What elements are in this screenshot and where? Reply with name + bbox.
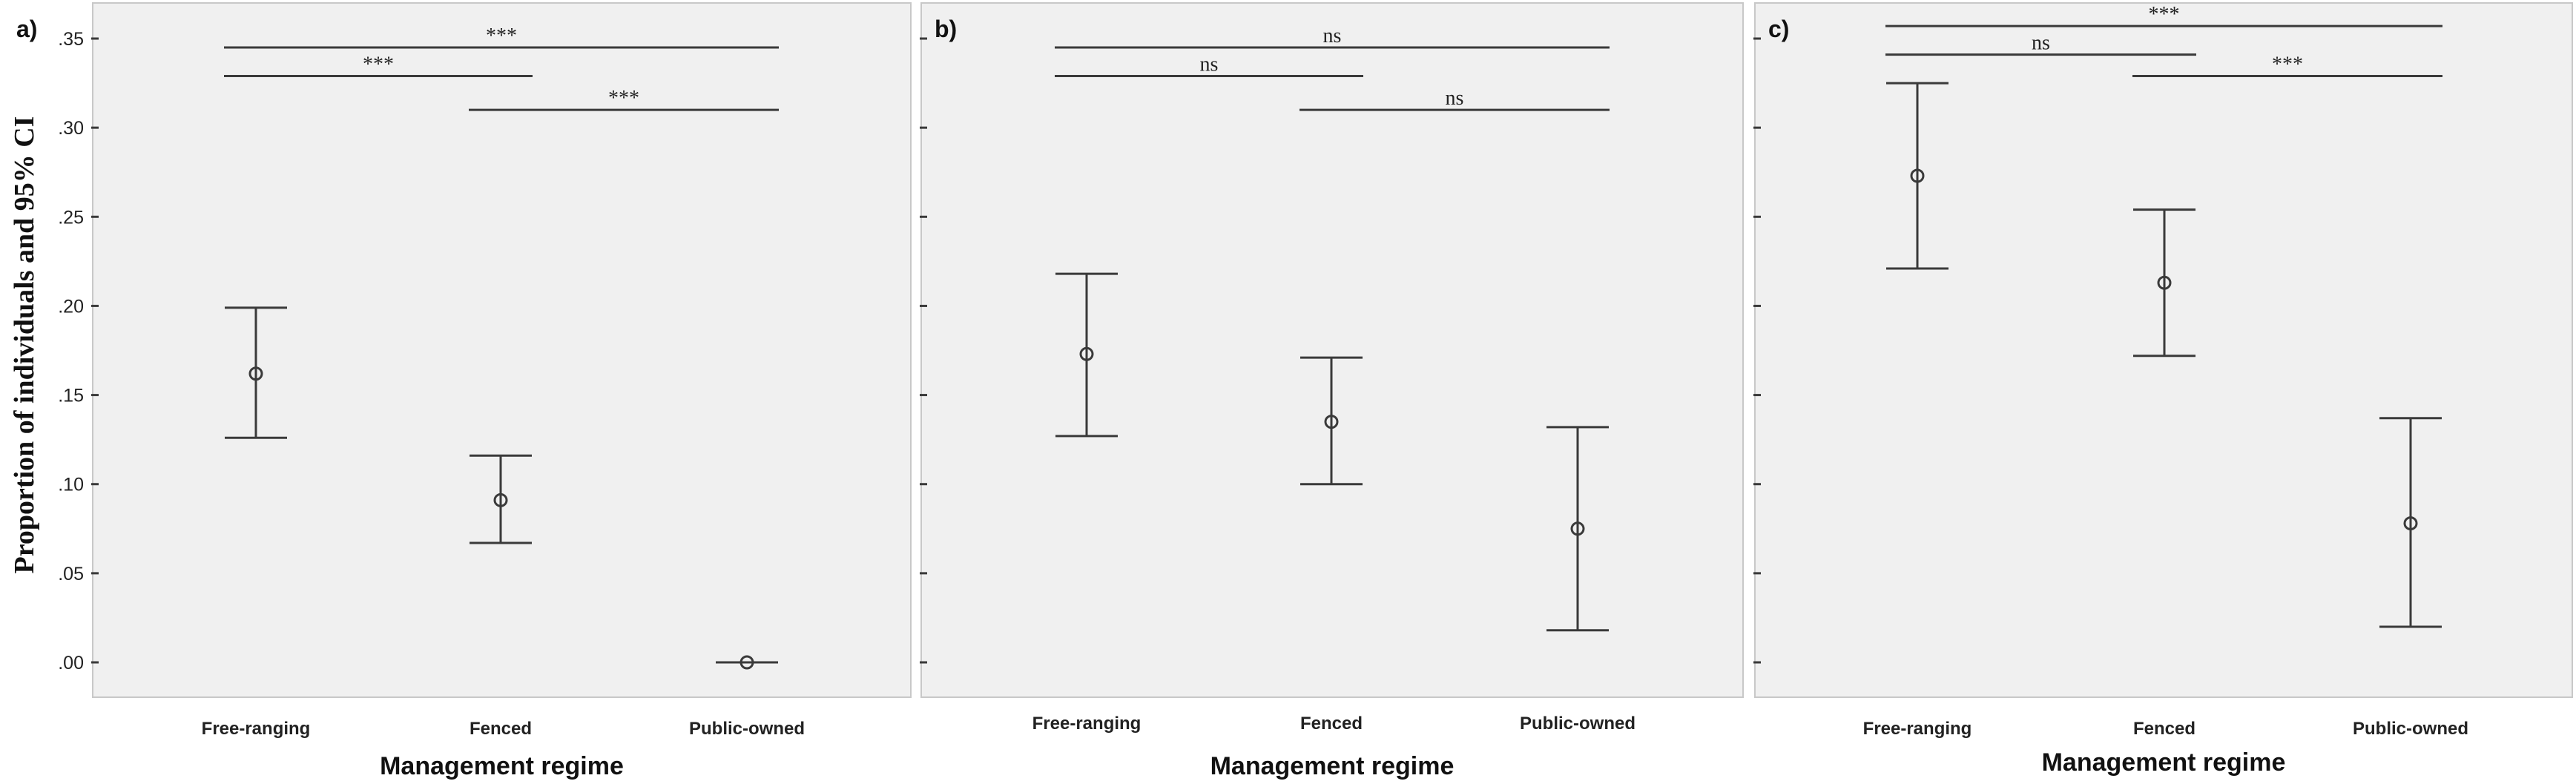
significance-bracket: *** xyxy=(224,24,779,49)
significance-bracket: ns xyxy=(1885,32,2196,56)
plot-area xyxy=(920,2,1744,698)
significance-label: *** xyxy=(2272,53,2303,76)
x-tick-label: Fenced xyxy=(1300,714,1363,734)
error-bar xyxy=(2133,208,2195,358)
data-point xyxy=(2403,516,2418,531)
data-point xyxy=(493,493,508,507)
panels: .00 .05 .10 .15 .20 .25 .30 .35 a) Free-ranging Fe… xyxy=(16,2,2573,780)
error-bar xyxy=(1886,82,1949,270)
error-bar xyxy=(1546,426,1609,632)
x-tick-label: Free-ranging xyxy=(1032,714,1142,734)
error-bar xyxy=(716,655,778,670)
significance-bracket: *** xyxy=(469,87,779,111)
significance-label: *** xyxy=(363,53,394,76)
data-point xyxy=(739,655,754,670)
data-point xyxy=(1910,168,1925,183)
significance-label: ns xyxy=(1200,53,1219,76)
error-bar xyxy=(1300,356,1363,486)
data-point xyxy=(1570,521,1585,536)
data-point xyxy=(1324,415,1339,429)
x-axis-title: Management regime xyxy=(380,752,624,780)
chart-panel-2: b) Free-ranging Fenced Public-owned Manageme… xyxy=(920,2,1744,780)
significance-label: *** xyxy=(608,87,639,110)
chart-panel-3: c) Free-ranging Fenced Public-owned Manageme… xyxy=(1753,2,2573,777)
significance-label: *** xyxy=(2149,3,2180,26)
x-tick-label: Free-ranging xyxy=(202,719,311,739)
y-axis-title: Proportion of individuals and 95% CI xyxy=(9,116,40,574)
y-tick-label: .20 xyxy=(58,296,84,317)
x-axis-title: Management regime xyxy=(2042,748,2286,777)
x-tick-label: Public-owned xyxy=(689,719,805,739)
y-tick-label: .35 xyxy=(58,29,84,50)
error-bar xyxy=(225,306,287,439)
x-tick-label: Fenced xyxy=(470,719,532,739)
significance-label: ns xyxy=(1323,24,1342,47)
plot-area xyxy=(92,2,912,698)
significance-bracket: ns xyxy=(1055,24,1610,49)
error-bar xyxy=(2379,417,2442,628)
significance-bracket: ns xyxy=(1299,87,1610,111)
panel-label: b) xyxy=(935,16,957,42)
significance-bracket: *** xyxy=(1885,3,2442,27)
y-tick-label: .00 xyxy=(58,653,84,673)
data-point xyxy=(1079,346,1094,361)
data-point xyxy=(248,366,263,381)
error-bar xyxy=(470,454,532,544)
significance-label: ns xyxy=(1446,87,1464,110)
y-tick-label: .25 xyxy=(58,207,84,228)
significance-label: ns xyxy=(2032,32,2050,55)
chart-panel-1: .00 .05 .10 .15 .20 .25 .30 .35 a) Free-ranging Fe… xyxy=(16,2,912,780)
x-axis-title: Management regime xyxy=(1210,752,1455,780)
panel-label: a) xyxy=(16,16,37,42)
error-bar xyxy=(1055,272,1118,438)
significance-bracket: *** xyxy=(2132,53,2442,77)
significance-bracket: *** xyxy=(224,53,533,77)
y-tick-label: .15 xyxy=(58,386,84,406)
x-tick-label: Public-owned xyxy=(2353,719,2468,739)
y-tick-label: .30 xyxy=(58,118,84,139)
x-tick-label: Fenced xyxy=(2133,719,2195,739)
significance-bracket: ns xyxy=(1055,53,1363,77)
x-tick-label: Free-ranging xyxy=(1863,719,1972,739)
data-point xyxy=(2157,275,2172,290)
y-tick-label: .10 xyxy=(58,475,84,495)
panel-label: c) xyxy=(1768,16,1789,42)
x-tick-label: Public-owned xyxy=(1520,714,1635,734)
significance-label: *** xyxy=(486,24,517,47)
y-tick-label: .05 xyxy=(58,564,84,584)
